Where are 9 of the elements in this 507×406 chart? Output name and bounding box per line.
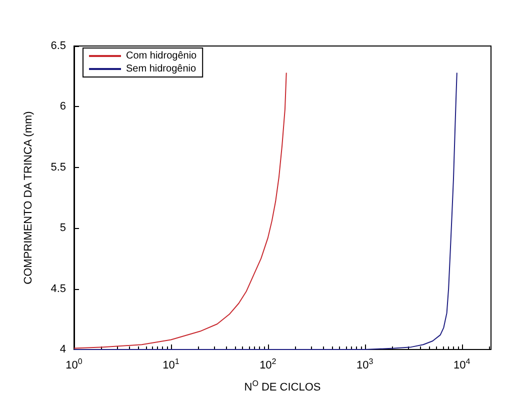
legend-label: Com hidrogênio <box>126 50 198 62</box>
y-tick-label: 5.5 <box>50 161 66 174</box>
y-tick-label: 4 <box>60 344 66 356</box>
y-tick-label: 6.5 <box>50 40 66 52</box>
y-tick-label: 4.5 <box>50 282 66 295</box>
legend-label: Sem hidrogênio <box>126 64 196 74</box>
y-axis-title: COMPRIMENTO DA TRINCA (mm) <box>22 111 34 284</box>
y-tick-label: 5 <box>60 222 66 234</box>
y-tick-label: 6 <box>60 100 66 113</box>
